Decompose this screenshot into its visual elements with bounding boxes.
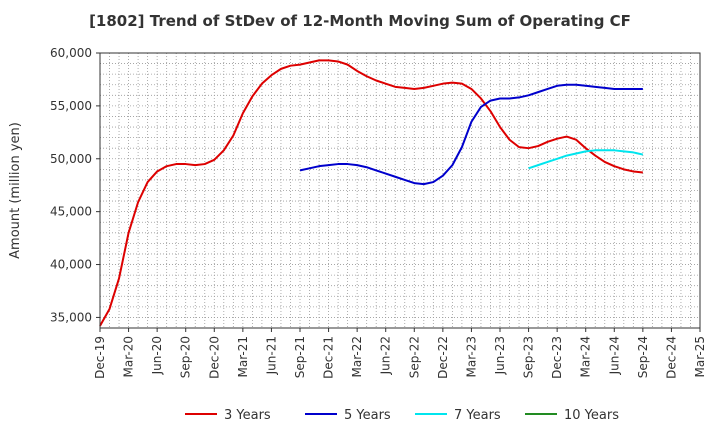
- legend-label: 3 Years: [224, 408, 271, 423]
- x-tick-label: Mar-24: [579, 336, 593, 377]
- x-tick-label: Mar-25: [693, 336, 707, 377]
- legend-label: 5 Years: [344, 408, 391, 423]
- x-tick-label: Jun-24: [607, 336, 621, 375]
- x-tick-label: Sep-20: [179, 336, 193, 378]
- y-axis-title: Amount (million yen): [8, 122, 23, 259]
- plot-frame: [99, 52, 701, 329]
- x-tick-label: Jun-22: [379, 336, 393, 375]
- x-tick-label: Dec-21: [322, 336, 336, 379]
- y-tick-label: 35,000: [50, 310, 92, 324]
- x-tick-label: Sep-23: [522, 336, 536, 378]
- y-tick-label: 60,000: [50, 46, 92, 60]
- x-tick-label: Mar-22: [350, 336, 364, 377]
- legend: 3 Years 5 Years 7 Years 10 Years: [185, 408, 619, 423]
- y-tick-label: 40,000: [50, 258, 92, 272]
- x-tick-label: Dec-22: [436, 336, 450, 379]
- legend-label: 10 Years: [564, 408, 619, 423]
- x-tick-label: Jun-23: [493, 336, 507, 375]
- chart-title: [1802] Trend of StDev of 12-Month Moving…: [89, 12, 631, 30]
- x-tick-label: Sep-22: [407, 336, 421, 378]
- x-tick-label: Mar-21: [236, 336, 250, 377]
- x-tick-label: Dec-23: [550, 336, 564, 379]
- x-tick-label: Jun-20: [150, 336, 164, 375]
- x-tick-label: Mar-23: [464, 336, 478, 377]
- x-tick-label: Dec-20: [207, 336, 221, 379]
- x-tick-label: Sep-24: [636, 336, 650, 378]
- axes: 35,000 40,000 45,000 50,000 55,000 60,000 Amou…: [8, 46, 707, 379]
- y-tick-label: 50,000: [50, 152, 92, 166]
- x-tick-label: Mar-20: [122, 336, 136, 377]
- x-tick-label: Sep-21: [293, 336, 307, 378]
- gridlines: [99, 52, 701, 329]
- y-tick-label: 55,000: [50, 99, 92, 113]
- x-tick-label: Jun-21: [264, 336, 278, 375]
- series-lines: [99, 59, 644, 327]
- legend-label: 7 Years: [454, 408, 501, 423]
- x-tick-label: Dec-19: [93, 336, 107, 379]
- series-line-3-years: [99, 59, 643, 327]
- series-line-7-years: [528, 149, 644, 170]
- y-tick-label: 45,000: [50, 205, 92, 219]
- series-line-5-years: [299, 83, 643, 186]
- x-tick-label: Dec-24: [664, 336, 678, 379]
